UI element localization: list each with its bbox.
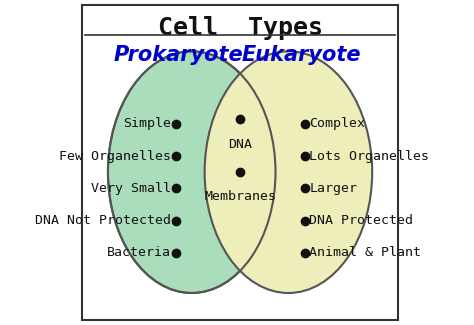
Text: DNA Protected: DNA Protected bbox=[310, 214, 413, 227]
Text: DNA Not Protected: DNA Not Protected bbox=[35, 214, 171, 227]
Text: Complex: Complex bbox=[310, 117, 365, 130]
Text: Membranes: Membranes bbox=[204, 190, 276, 203]
Ellipse shape bbox=[205, 51, 372, 293]
Text: Prokaryote: Prokaryote bbox=[114, 45, 244, 65]
Text: Bacteria: Bacteria bbox=[107, 246, 171, 259]
Text: DNA: DNA bbox=[228, 138, 252, 151]
Text: Few Organelles: Few Organelles bbox=[59, 150, 171, 162]
Ellipse shape bbox=[108, 51, 275, 293]
Text: Eukaryote: Eukaryote bbox=[242, 45, 361, 65]
Text: Simple: Simple bbox=[123, 117, 171, 130]
Text: Cell  Types: Cell Types bbox=[157, 16, 323, 40]
Text: Lots Organelles: Lots Organelles bbox=[310, 150, 429, 162]
FancyBboxPatch shape bbox=[82, 5, 398, 320]
Text: Larger: Larger bbox=[310, 182, 357, 195]
Text: Animal & Plant: Animal & Plant bbox=[310, 246, 421, 259]
Text: Very Small: Very Small bbox=[91, 182, 171, 195]
